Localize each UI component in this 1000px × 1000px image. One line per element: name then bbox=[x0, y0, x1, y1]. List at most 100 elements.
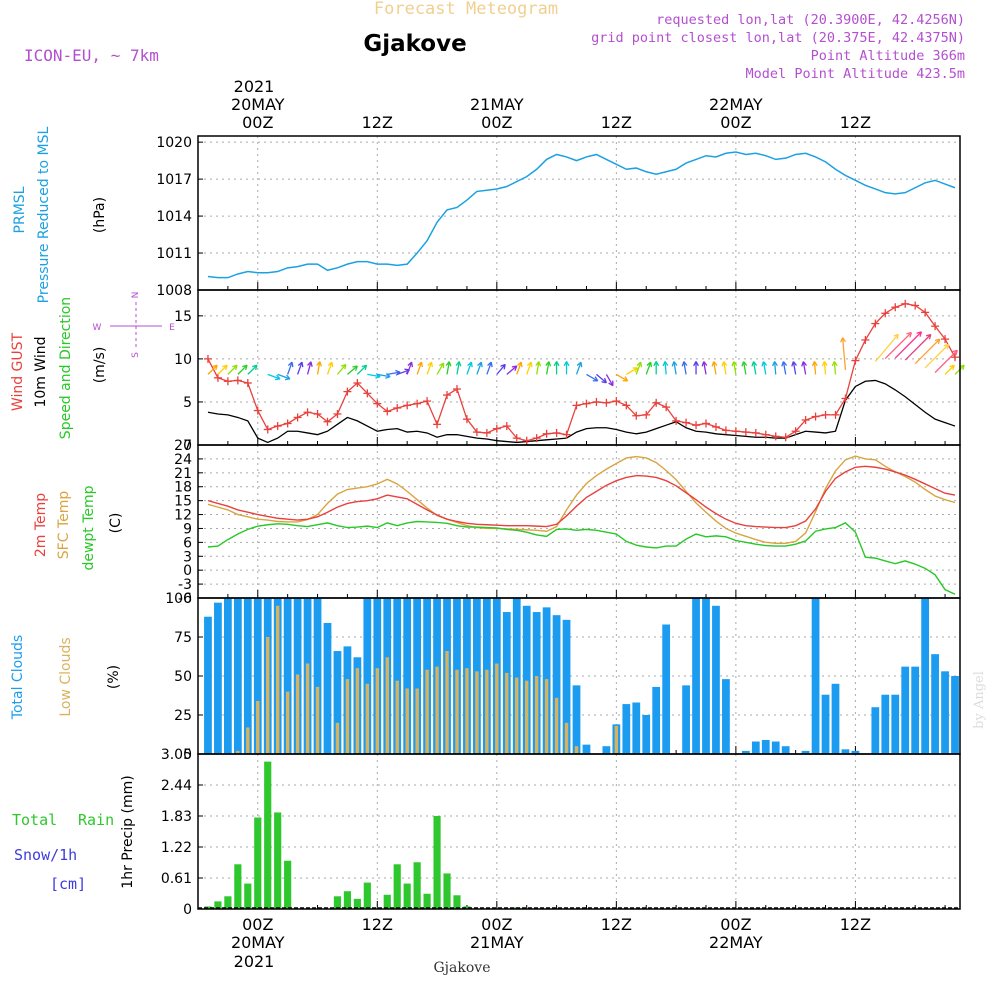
total-cloud-bar bbox=[393, 598, 402, 754]
wind-arrow bbox=[316, 361, 323, 375]
total-rain-label-2: Rain bbox=[78, 811, 114, 829]
wind-arrow-shaft bbox=[466, 361, 472, 375]
top-year-label: 2021 bbox=[234, 77, 275, 96]
wind-arrow-head bbox=[503, 364, 506, 370]
wind-arrow-head bbox=[553, 361, 558, 367]
wind-arrow-head bbox=[842, 337, 846, 343]
wind-arrow-shaft bbox=[616, 373, 628, 382]
low-cloud-bar bbox=[534, 676, 539, 754]
wind-arrow bbox=[356, 364, 368, 375]
gust-marker bbox=[403, 401, 412, 410]
wind-arrow-head bbox=[762, 361, 768, 366]
wind-arrow bbox=[526, 361, 533, 375]
wind-arrow-head bbox=[634, 367, 639, 373]
wind-arrow-shaft bbox=[536, 361, 540, 375]
wind-arrow bbox=[904, 333, 932, 361]
wind-arrow-head bbox=[427, 361, 432, 366]
wind-arrow-head bbox=[514, 365, 518, 371]
wind-arrow bbox=[625, 367, 639, 375]
total-cloud-bar bbox=[911, 666, 920, 754]
temperature-ytick-label: 3 bbox=[183, 549, 192, 565]
top-time-label: 12Z bbox=[601, 113, 632, 132]
low-cloud-bar bbox=[574, 746, 579, 754]
rain-bar bbox=[353, 898, 361, 909]
wind-arrow-shaft bbox=[247, 364, 258, 375]
wind-arrow-head bbox=[703, 361, 708, 366]
wind-arrow-head bbox=[701, 361, 705, 367]
total-cloud-bar bbox=[692, 598, 700, 754]
snow-unit-label: [cm] bbox=[50, 875, 86, 893]
wind-arrow-head bbox=[943, 343, 949, 347]
wind-arrow bbox=[731, 361, 738, 375]
top-time-label: 00Z bbox=[481, 113, 512, 132]
compass-w: W bbox=[93, 323, 102, 333]
cloud-unit-label: (%) bbox=[106, 665, 122, 689]
wind-arrow-head bbox=[576, 361, 582, 366]
panel-border bbox=[197, 753, 961, 910]
wind-arrow-head bbox=[225, 365, 228, 371]
total-cloud-bar bbox=[662, 624, 671, 754]
wind-arrow-head bbox=[781, 361, 785, 367]
total-cloud-bar bbox=[891, 694, 900, 754]
wind-arrow-head bbox=[653, 361, 657, 367]
gust-marker bbox=[423, 397, 432, 406]
clouds-ytick-label: 100 bbox=[165, 591, 192, 607]
wind-arrow-head bbox=[511, 365, 517, 368]
wind-arrow-shaft bbox=[586, 373, 599, 382]
gust-marker bbox=[552, 428, 561, 437]
gust-marker bbox=[542, 429, 551, 438]
total-cloud-bar bbox=[781, 746, 790, 754]
temperature-ytick-label: 12 bbox=[174, 508, 192, 524]
low-cloud-bar bbox=[305, 663, 310, 754]
wind-arrow-head bbox=[909, 332, 912, 338]
wind-arrow-head bbox=[916, 331, 922, 334]
wind-arrow-head bbox=[683, 361, 688, 366]
clouds-yticks: 0 25 50 75 100 bbox=[165, 591, 203, 763]
requested-coords: requested lon,lat (20.3900E, 42.4256N) bbox=[656, 12, 965, 28]
wind-arrow bbox=[466, 361, 473, 375]
wind-arrow-shaft bbox=[506, 365, 518, 375]
wind-arrow-shaft bbox=[605, 374, 614, 386]
wind-arrow bbox=[831, 361, 838, 375]
wind-arrow bbox=[751, 361, 758, 375]
total-cloud-bar bbox=[931, 654, 939, 754]
temperature-ytick-label: 9 bbox=[183, 521, 192, 537]
wind-arrow-head bbox=[538, 361, 542, 367]
wind-arrow-head bbox=[487, 361, 492, 366]
wind-arrow-shaft bbox=[625, 367, 638, 375]
wind-arrow-shaft bbox=[792, 361, 797, 375]
gust-marker bbox=[662, 403, 671, 412]
pressure-ytick-label: 1011 bbox=[156, 246, 192, 262]
wind-arrow bbox=[711, 361, 718, 375]
wind-arrow-shaft bbox=[762, 361, 767, 375]
wind-arrow-head bbox=[934, 338, 940, 342]
wind-arrow-head bbox=[364, 365, 368, 371]
cloud-labels: Total Clouds Low Clouds (%) bbox=[10, 635, 122, 720]
gust-marker bbox=[373, 399, 382, 408]
wind-arrow-shaft bbox=[934, 349, 958, 373]
wind-arrow-head bbox=[636, 361, 642, 366]
wind-arrow bbox=[336, 363, 347, 375]
total-cloud-bar bbox=[652, 686, 661, 754]
gust-marker bbox=[921, 308, 930, 317]
wind-arrow-shaft bbox=[336, 364, 347, 375]
bottom-date-label: 22MAY bbox=[709, 933, 763, 952]
gust-marker bbox=[383, 407, 392, 416]
wind-arrow-shaft bbox=[486, 361, 492, 375]
wind-arrow-shaft bbox=[217, 364, 228, 375]
low-cloud-bar bbox=[385, 657, 389, 754]
wind-arrow-head bbox=[232, 364, 238, 368]
rain-bar bbox=[244, 883, 252, 909]
gust-marker bbox=[801, 416, 810, 425]
wind-arrow bbox=[326, 361, 334, 375]
rain-bar bbox=[443, 873, 451, 909]
wind-arrow-head bbox=[235, 365, 238, 371]
wind-arrow-shaft bbox=[813, 361, 817, 375]
total-cloud-bar bbox=[512, 598, 521, 754]
forecast-title: Forecast Meteogram bbox=[374, 0, 558, 19]
precip-yticks: 0 0.61 1.22 1.83 2.44 3.05 bbox=[161, 747, 203, 918]
precip-ytick-label: 1.22 bbox=[161, 840, 192, 856]
wind-arrow-head bbox=[650, 362, 653, 368]
wind-arrow-shaft bbox=[914, 338, 941, 365]
wind-arrow bbox=[840, 337, 847, 370]
